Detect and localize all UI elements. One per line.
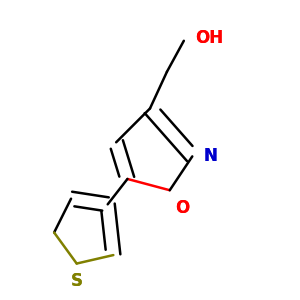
Text: O: O [176, 199, 190, 217]
Text: S: S [71, 272, 83, 290]
Text: N: N [204, 147, 218, 165]
Text: N: N [204, 147, 218, 165]
Text: S: S [71, 272, 83, 290]
Text: OH: OH [195, 29, 223, 47]
Text: O: O [176, 199, 190, 217]
Text: OH: OH [195, 29, 223, 47]
Text: N: N [204, 147, 218, 165]
Text: O: O [176, 199, 190, 217]
Text: OH: OH [195, 29, 223, 47]
Text: S: S [71, 272, 83, 290]
